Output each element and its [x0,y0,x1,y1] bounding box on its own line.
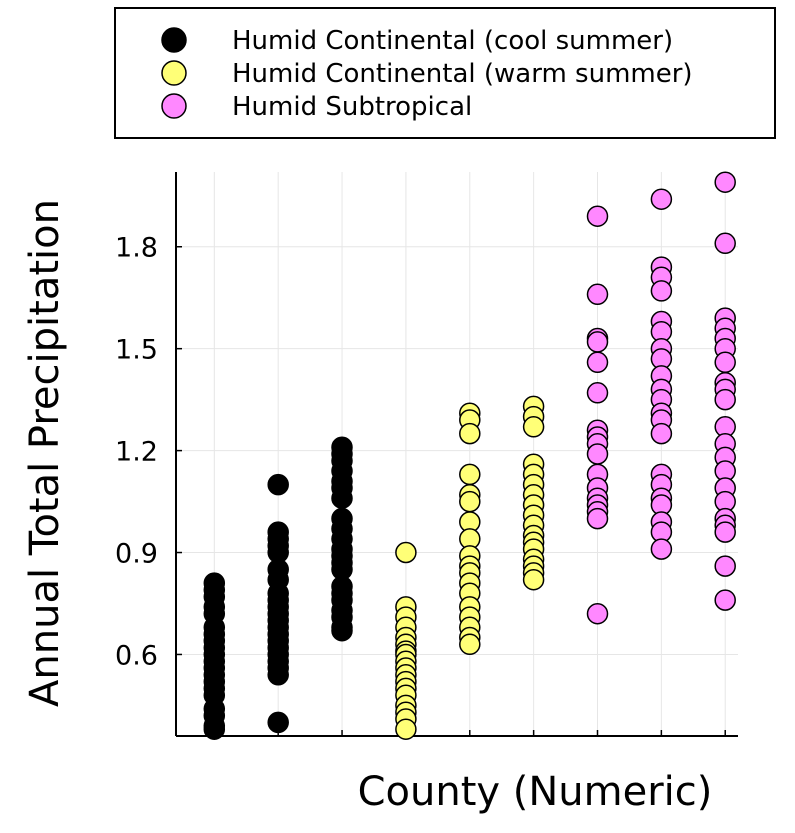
data-point [714,351,736,374]
legend-label: Humid Continental (warm summer) [232,59,693,89]
data-point [586,283,609,306]
data-point [522,568,545,591]
legend: Humid Continental (cool summer)Humid Con… [114,7,776,139]
data-point [714,232,736,255]
data-point [650,538,673,560]
data-point [586,507,609,530]
data-point [203,718,226,740]
data-point [650,422,673,445]
data-point [331,619,353,642]
data-point [331,487,353,509]
legend-label: Humid Continental (cool summer) [232,26,673,56]
data-point [395,718,417,740]
data-point [267,664,289,686]
y-ticks: 0.6 0.9 1.2 1.5 1.8 [115,233,182,671]
legend-label: Humid Subtropical [232,92,472,122]
data-point [586,205,609,227]
data-point [714,171,736,193]
data-point [650,188,673,210]
x-axis-title: County (Numeric) [358,769,713,815]
y-tick-label: 1.2 [115,437,158,468]
legend-marker [161,93,187,119]
data-point [586,443,609,465]
data-point [459,463,481,486]
data-point [395,541,417,564]
data-points [203,171,736,740]
data-point [714,555,736,577]
y-tick-label: 1.8 [115,233,158,264]
y-tick-label: 0.9 [115,539,158,570]
data-point [714,388,736,411]
y-axis-title: Annual Total Precipitation [22,199,68,707]
data-point [714,521,736,543]
data-point [586,331,609,353]
data-point [586,602,609,625]
legend-marker [161,60,187,86]
grid-lines [176,172,738,736]
data-point [586,382,609,404]
y-tick-label: 1.5 [115,335,158,366]
data-point [459,490,481,513]
data-point [650,280,673,302]
data-point [267,711,289,734]
data-point [522,416,545,438]
axes [175,172,738,737]
data-point [459,633,481,656]
legend-marker [161,27,187,53]
data-point [267,473,289,496]
data-point [714,589,736,611]
data-point [459,422,481,445]
y-tick-label: 0.6 [115,640,158,671]
data-point [586,351,609,374]
legend-box [114,7,776,139]
